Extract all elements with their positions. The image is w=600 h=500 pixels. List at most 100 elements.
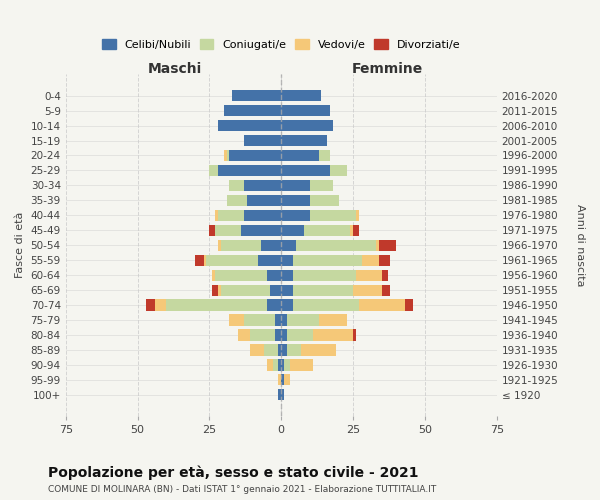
Bar: [293, 300, 359, 310]
Bar: [293, 284, 353, 296]
Bar: [376, 240, 379, 251]
Bar: [356, 270, 382, 281]
Bar: [206, 254, 258, 266]
Bar: [229, 314, 244, 326]
Bar: [195, 254, 203, 266]
Bar: [241, 224, 281, 236]
Bar: [319, 314, 347, 326]
Bar: [284, 360, 290, 370]
Bar: [281, 210, 310, 221]
Bar: [221, 240, 261, 251]
Bar: [244, 314, 275, 326]
Bar: [269, 284, 281, 296]
Bar: [247, 194, 281, 206]
Bar: [278, 374, 281, 386]
Bar: [227, 150, 229, 161]
Bar: [281, 165, 330, 176]
Bar: [310, 194, 338, 206]
Bar: [353, 330, 356, 340]
Bar: [229, 180, 244, 191]
Bar: [264, 344, 278, 356]
Bar: [261, 240, 281, 251]
Text: Femmine: Femmine: [352, 62, 423, 76]
Bar: [281, 240, 296, 251]
Bar: [229, 150, 281, 161]
Bar: [281, 270, 293, 281]
Y-axis label: Anni di nascita: Anni di nascita: [575, 204, 585, 286]
Bar: [281, 360, 284, 370]
Bar: [244, 180, 281, 191]
Bar: [250, 344, 264, 356]
Bar: [353, 224, 359, 236]
Bar: [166, 300, 267, 310]
Bar: [281, 180, 310, 191]
Bar: [382, 284, 391, 296]
Bar: [281, 254, 293, 266]
Bar: [405, 300, 413, 310]
Bar: [379, 254, 391, 266]
Bar: [278, 389, 281, 400]
Bar: [224, 150, 227, 161]
Bar: [301, 344, 336, 356]
Bar: [212, 270, 215, 281]
Bar: [382, 270, 388, 281]
Bar: [281, 314, 287, 326]
Bar: [272, 360, 278, 370]
Bar: [287, 314, 319, 326]
Bar: [281, 150, 319, 161]
Bar: [275, 330, 281, 340]
Bar: [293, 270, 356, 281]
Bar: [310, 180, 333, 191]
Bar: [203, 254, 206, 266]
Bar: [281, 120, 333, 131]
Bar: [330, 165, 347, 176]
Bar: [362, 254, 379, 266]
Bar: [281, 90, 322, 101]
Legend: Celibi/Nubili, Coniugati/e, Vedovi/e, Divorziati/e: Celibi/Nubili, Coniugati/e, Vedovi/e, Di…: [99, 36, 463, 53]
Bar: [281, 224, 304, 236]
Bar: [258, 254, 281, 266]
Bar: [218, 210, 244, 221]
Bar: [232, 90, 281, 101]
Bar: [353, 284, 382, 296]
Bar: [244, 135, 281, 146]
Bar: [281, 330, 287, 340]
Bar: [359, 300, 405, 310]
Bar: [212, 284, 218, 296]
Bar: [275, 314, 281, 326]
Bar: [313, 330, 353, 340]
Bar: [224, 105, 281, 116]
Bar: [281, 284, 293, 296]
Bar: [215, 224, 241, 236]
Bar: [218, 284, 221, 296]
Bar: [287, 330, 313, 340]
Bar: [267, 300, 281, 310]
Bar: [350, 224, 353, 236]
Text: Popolazione per età, sesso e stato civile - 2021: Popolazione per età, sesso e stato civil…: [48, 465, 419, 479]
Bar: [284, 374, 290, 386]
Bar: [310, 210, 356, 221]
Y-axis label: Fasce di età: Fasce di età: [15, 212, 25, 278]
Bar: [155, 300, 166, 310]
Bar: [267, 270, 281, 281]
Bar: [290, 360, 313, 370]
Text: COMUNE DI MOLINARA (BN) - Dati ISTAT 1° gennaio 2021 - Elaborazione TUTTITALIA.I: COMUNE DI MOLINARA (BN) - Dati ISTAT 1° …: [48, 485, 436, 494]
Bar: [319, 150, 330, 161]
Bar: [218, 165, 281, 176]
Bar: [281, 389, 284, 400]
Bar: [215, 270, 267, 281]
Bar: [281, 344, 287, 356]
Bar: [218, 120, 281, 131]
Bar: [209, 224, 215, 236]
Bar: [281, 105, 330, 116]
Bar: [379, 240, 396, 251]
Bar: [244, 210, 281, 221]
Bar: [215, 210, 218, 221]
Bar: [278, 360, 281, 370]
Bar: [287, 344, 301, 356]
Bar: [278, 344, 281, 356]
Bar: [267, 360, 272, 370]
Bar: [296, 240, 376, 251]
Bar: [304, 224, 350, 236]
Bar: [281, 194, 310, 206]
